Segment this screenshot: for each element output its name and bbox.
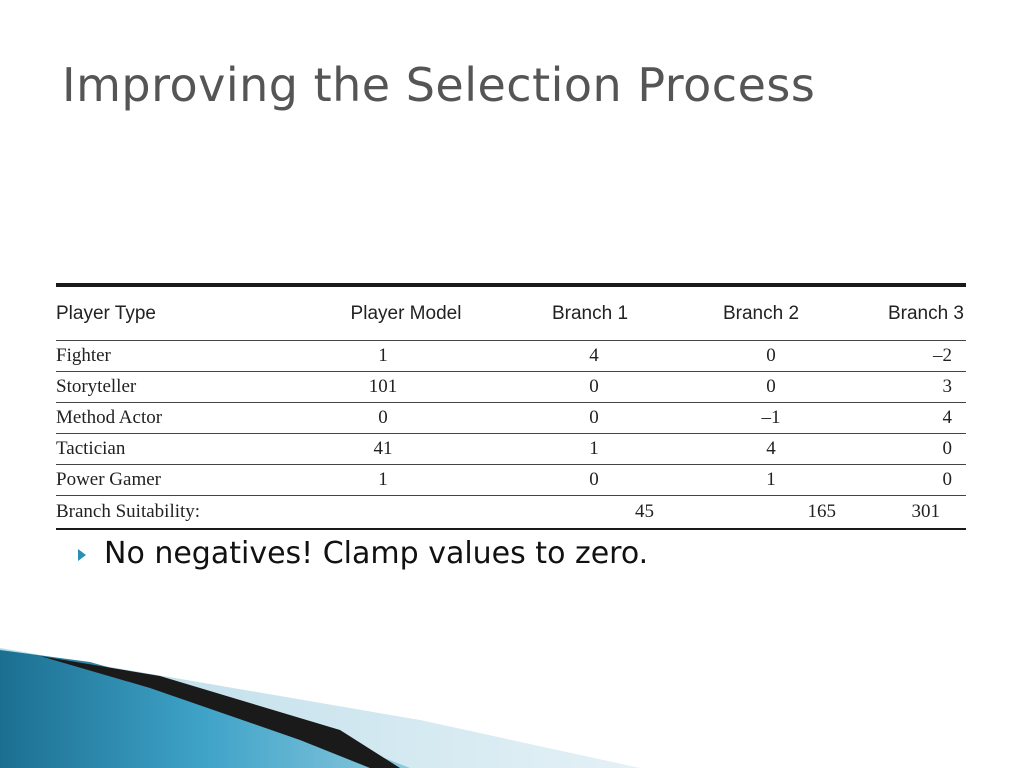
table-row: Storyteller 101 0 0 3 [56, 372, 966, 403]
cell-branch-3: 0 [942, 438, 953, 459]
cell-branch-3: 0 [942, 469, 953, 490]
header-branch-2: Branch 2 [722, 302, 800, 324]
summary-branch-1: 45 [635, 501, 654, 522]
cell-branch-1: 4 [589, 345, 599, 366]
corner-blue-swoosh [0, 650, 410, 768]
cell-branch-1: 0 [589, 469, 599, 490]
corner-light-swoosh [0, 648, 640, 768]
cell-branch-2: 4 [766, 438, 776, 459]
cell-player-type: Power Gamer [56, 469, 161, 490]
cell-player-model: 41 [373, 438, 393, 459]
header-player-type: Player Type [56, 302, 156, 324]
cell-branch-3: –2 [933, 345, 952, 366]
cell-branch-3: 4 [942, 407, 953, 428]
header-branch-1: Branch 1 [551, 302, 629, 324]
cell-branch-2: –1 [761, 407, 781, 428]
summary-label: Branch Suitability: [56, 501, 201, 522]
bullet-arrow-icon [78, 548, 86, 561]
cell-branch-2: 0 [766, 345, 776, 366]
table-header-row: Player Type Player Model Branch 1 Branch… [56, 287, 966, 341]
cell-player-type: Method Actor [56, 407, 163, 428]
summary-branch-2: 165 [807, 501, 837, 522]
cell-branch-1: 0 [589, 376, 599, 397]
table-row: Power Gamer 1 0 1 0 [56, 465, 966, 496]
cell-branch-2: 1 [766, 469, 776, 490]
bullet-point: No negatives! Clamp values to zero. [78, 536, 648, 571]
table-row: Method Actor 0 0 –1 4 [56, 403, 966, 434]
cell-branch-2: 0 [766, 376, 776, 397]
summary-branch-3: 301 [911, 501, 941, 522]
bullet-text: No negatives! Clamp values to zero. [104, 536, 649, 571]
player-type-table: Player Type Player Model Branch 1 Branch… [56, 283, 966, 530]
header-player-model: Player Model [350, 302, 462, 324]
corner-dark-stripe [40, 656, 400, 768]
cell-player-type: Storyteller [56, 376, 137, 397]
header-branch-3: Branch 3 [887, 302, 964, 324]
cell-player-model: 1 [378, 469, 388, 490]
cell-branch-1: 1 [589, 438, 599, 459]
table-row: Tactician 41 1 4 0 [56, 434, 966, 465]
cell-player-model: 0 [378, 407, 388, 428]
table-summary-row: Branch Suitability: 45 165 301 [56, 496, 966, 530]
table-row: Fighter 1 4 0 –2 [56, 341, 966, 372]
cell-player-type: Fighter [56, 345, 111, 366]
cell-player-type: Tactician [56, 438, 126, 459]
slide-title: Improving the Selection Process [62, 58, 816, 112]
cell-player-model: 1 [378, 345, 388, 366]
cell-player-model: 101 [368, 376, 398, 397]
table-top-rule [56, 283, 966, 287]
cell-branch-3: 3 [942, 376, 953, 397]
cell-branch-1: 0 [589, 407, 599, 428]
